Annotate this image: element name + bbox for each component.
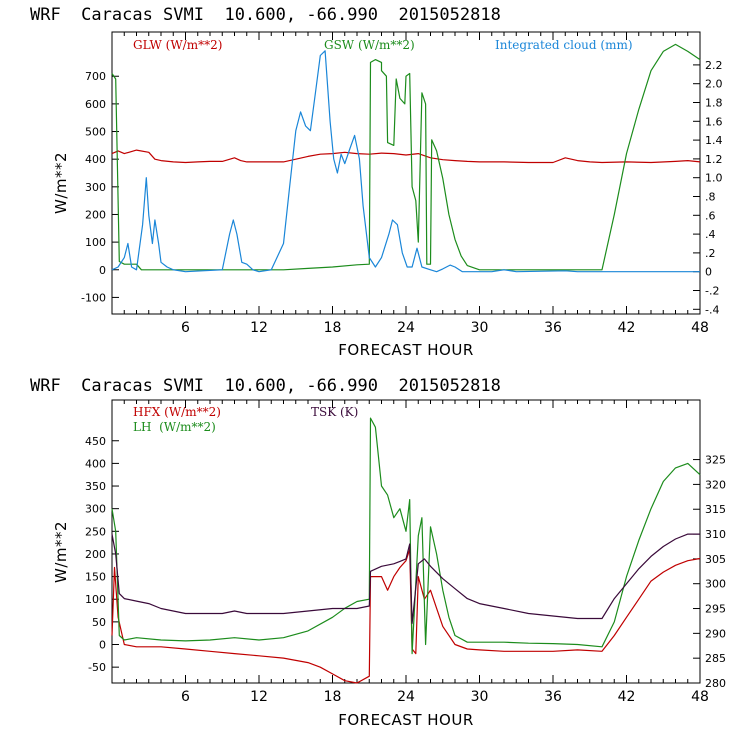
top-y-tick-label: 100: [85, 236, 106, 249]
top-y-tick-label: 0: [99, 264, 106, 277]
bottom-series-line-2: [111, 533, 700, 624]
bottom-y2-tick-label: 315: [705, 503, 726, 516]
top-y2-tick-label: .2: [705, 247, 716, 260]
top-series-line-0: [111, 149, 701, 164]
bottom-x-tick-label: 30: [471, 689, 489, 705]
top-x-axis-label: FORECAST HOUR: [338, 341, 474, 359]
top-x-tick-label: 42: [618, 320, 636, 336]
bottom-y2-tick-label: 320: [705, 478, 726, 491]
bottom-y-tick-label: 0: [99, 639, 106, 652]
bottom-y2-tick-label: 305: [705, 553, 726, 566]
top-legend-gsw: GSW (W/m**2): [324, 38, 415, 52]
top-x-tick-label: 12: [250, 320, 268, 336]
bottom-y2-tick-label: 295: [705, 603, 726, 616]
top-chart: WRF Caracas SVMI 10.600, -66.990 2015052…: [30, 5, 723, 359]
bottom-y-axis: -50 0 50 100 150 200 250 300 350 400 450: [85, 435, 119, 674]
bottom-y2-tick-label: 300: [705, 578, 726, 591]
bottom-y-tick-label: 450: [85, 435, 106, 448]
top-x-tick-label: 6: [181, 320, 190, 336]
top-y-axis-label: W/m**2: [52, 152, 70, 214]
bottom-series: [111, 417, 701, 684]
top-y-tick-label: -100: [81, 291, 106, 304]
bottom-y-tick-label: 400: [85, 457, 106, 470]
top-y2-tick-label: -.2: [705, 285, 719, 298]
top-y-tick-label: 300: [85, 181, 106, 194]
bottom-y-axis-label: W/m**2: [52, 521, 70, 583]
top-legend-glw: GLW (W/m**2): [133, 38, 222, 52]
top-y2-axis: -.4 -.2 0 .2 .4 .6 .8 1.0 1.2 1.4 1.6 1.8 2.0 2.2: [693, 59, 723, 316]
bottom-y-tick-label: 150: [85, 571, 106, 584]
bottom-y-tick-label: 300: [85, 503, 106, 516]
bottom-y-tick-label: 50: [92, 616, 106, 629]
top-y2-tick-label: 2.0: [705, 78, 723, 91]
bottom-x-axis: 6 12 18 24 30 36 42 48: [123, 400, 709, 705]
bottom-chart: WRF Caracas SVMI 10.600, -66.990 2015052…: [30, 376, 726, 729]
bottom-series-line-0: [111, 548, 701, 684]
top-series-line-1: [111, 43, 701, 271]
bottom-y-tick-label: 350: [85, 480, 106, 493]
bottom-x-tick-label: 18: [324, 689, 342, 705]
bottom-x-tick-label: 36: [544, 689, 562, 705]
top-x-tick-label: 18: [324, 320, 342, 336]
top-y2-tick-label: 1.0: [705, 172, 723, 185]
bottom-y-tick-label: -50: [88, 661, 106, 674]
top-x-tick-label: 36: [544, 320, 562, 336]
bottom-x-tick-label: 42: [618, 689, 636, 705]
bottom-x-tick-label: 24: [397, 689, 415, 705]
bottom-y-tick-label: 100: [85, 593, 106, 606]
top-y2-tick-label: .6: [705, 209, 716, 222]
bottom-y2-tick-label: 310: [705, 528, 726, 541]
top-y2-tick-label: 2.2: [705, 59, 723, 72]
bottom-legend-hfx: HFX (W/m**2): [133, 405, 221, 419]
top-y2-tick-label: .8: [705, 191, 716, 204]
bottom-chart-title: WRF Caracas SVMI 10.600, -66.990 2015052…: [30, 376, 501, 396]
top-x-tick-label: 30: [471, 320, 489, 336]
bottom-x-axis-label: FORECAST HOUR: [338, 711, 474, 729]
bottom-y2-tick-label: 285: [705, 652, 726, 665]
bottom-legend-lh: LH (W/m**2): [133, 420, 216, 434]
top-y-tick-label: 500: [85, 126, 106, 139]
top-x-tick-label: 24: [397, 320, 415, 336]
top-y2-tick-label: 1.2: [705, 153, 723, 166]
top-y-tick-label: 600: [85, 98, 106, 111]
top-y2-tick-label: 1.8: [705, 97, 723, 110]
top-legend-cloud: Integrated cloud (mm): [495, 38, 633, 52]
bottom-y2-tick-label: 325: [705, 454, 726, 467]
bottom-x-tick-label: 48: [691, 689, 709, 705]
top-series-line-2: [111, 50, 700, 273]
top-series: [111, 43, 701, 273]
top-y2-tick-label: .4: [705, 228, 716, 241]
top-y-tick-label: 700: [85, 70, 106, 83]
top-y2-tick-label: 1.4: [705, 134, 723, 147]
top-y-axis: -100 0 100 200 300 400 500 600 700: [81, 70, 119, 304]
top-y-tick-label: 200: [85, 208, 106, 221]
bottom-y2-tick-label: 280: [705, 677, 726, 690]
bottom-series-line-1: [111, 417, 701, 655]
bottom-legend-tsk: TSK (K): [311, 405, 358, 419]
bottom-x-tick-label: 12: [250, 689, 268, 705]
top-x-tick-label: 48: [691, 320, 709, 336]
bottom-y-tick-label: 200: [85, 548, 106, 561]
bottom-y-tick-label: 250: [85, 525, 106, 538]
top-y2-tick-label: 0: [705, 266, 712, 279]
bottom-y2-axis: 280 285 290 295 300 305 310 315 320 325: [693, 454, 726, 690]
top-chart-title: WRF Caracas SVMI 10.600, -66.990 2015052…: [30, 5, 501, 25]
bottom-y2-tick-label: 290: [705, 627, 726, 640]
top-y2-tick-label: -.4: [705, 303, 719, 316]
top-y2-tick-label: 1.6: [705, 115, 723, 128]
top-x-axis: 6 12 18 24 30 36 42 48: [123, 32, 709, 336]
bottom-x-tick-label: 6: [181, 689, 190, 705]
top-y-tick-label: 400: [85, 153, 106, 166]
